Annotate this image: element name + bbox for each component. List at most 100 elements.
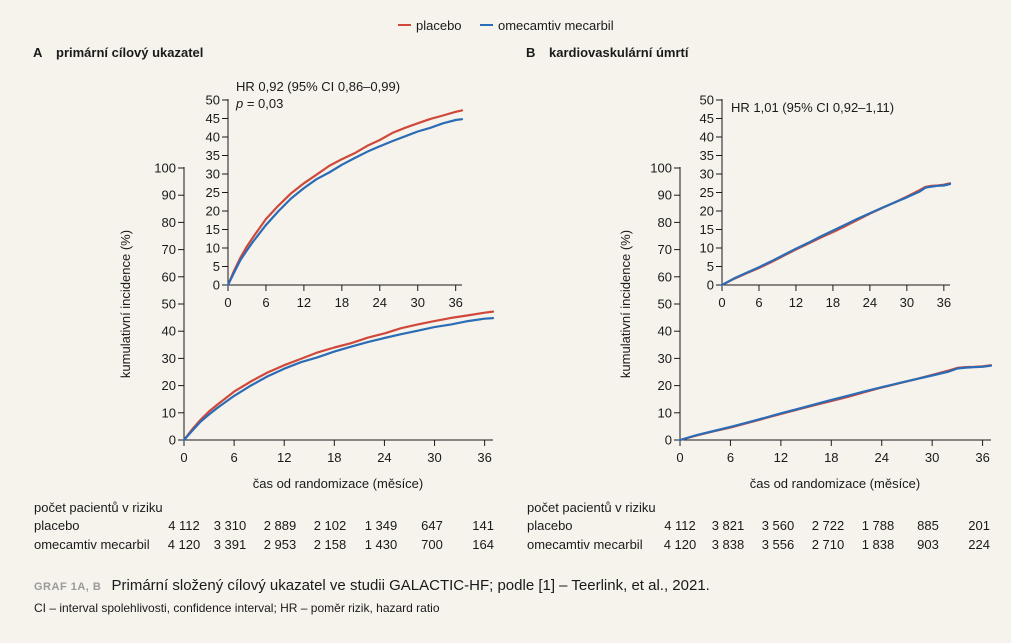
panel-a-main-x-tick-label: 18: [327, 450, 341, 465]
panel-b-main-x-tick-label: 24: [874, 450, 888, 465]
panel-a-inset-y-tick-label: 45: [206, 111, 220, 126]
panel-a-at-risk-value: 4 112: [168, 518, 200, 533]
panel-b-main-y-tick-label: 0: [665, 433, 672, 448]
panel-a-at-risk-label: placebo: [34, 518, 80, 533]
panel-b-main-y-tick-label: 90: [658, 188, 672, 203]
panel-b-at-risk-value: 903: [917, 537, 939, 552]
panel-a-at-risk-value: 2 158: [314, 537, 347, 552]
panel-b-at-risk-value: 4 120: [664, 537, 697, 552]
legend-label: placebo: [416, 18, 462, 33]
legend-label: omecamtiv mecarbil: [498, 18, 614, 33]
panel-a-inset-y-tick-label: 15: [206, 222, 220, 237]
panel-a-inset-series-placebo: [226, 109, 464, 287]
panel-b-inset-y-tick-label: 10: [700, 241, 714, 256]
panel-a-main-x-tick-label: 24: [377, 450, 391, 465]
panel-a-at-risk-value: 4 120: [168, 537, 201, 552]
panel-b-inset-y-tick-label: 35: [700, 148, 714, 163]
panel-a-main-series-placebo: [182, 310, 495, 442]
panel-b-at-risk-value: 885: [917, 518, 939, 533]
panel-a-at-risk-heading: počet pacientů v riziku: [34, 500, 163, 515]
panel-a-inset-x-tick-label: 6: [262, 295, 269, 310]
panel-a-main-y-tick-label: 60: [162, 269, 176, 284]
panel-b-x-label: čas od randomizace (měsíce): [750, 476, 921, 491]
panel-a-inset-y-tick-label: 35: [206, 148, 220, 163]
panel-b-main-x-tick-label: 18: [824, 450, 838, 465]
panel-a-y-label: kumulativní incidence (%): [118, 230, 133, 378]
caption-note: CI – interval spolehlivosti, confidence …: [34, 601, 440, 615]
panel-b-main-y-tick-label: 100: [650, 161, 672, 176]
panel-a-main-y-tick-label: 0: [169, 433, 176, 448]
panel-b-main-y-tick-label: 40: [658, 324, 672, 339]
panel-a-main-y-tick-label: 30: [162, 351, 176, 366]
panel-a-at-risk-value: 1 430: [365, 537, 398, 552]
panel-b-y-label: kumulativní incidence (%): [618, 230, 633, 378]
panel-a-main-y-tick-label: 20: [162, 378, 176, 393]
panel-a-inset-series-omecamtiv: [226, 118, 464, 287]
panel-b-inset-y-tick-label: 15: [700, 222, 714, 237]
caption-text: Primární složený cílový ukazatel ve stud…: [111, 577, 710, 594]
panel-a-inset-x-tick-label: 0: [224, 295, 231, 310]
panel-b-main-x-tick-label: 30: [925, 450, 939, 465]
panel-b-main-y-tick-label: 10: [658, 405, 672, 420]
panel-a-at-risk-value: 3 391: [214, 537, 247, 552]
panel-b-inset-y-tick-label: 50: [700, 93, 714, 108]
panel-b-annotation-hr: HR 1,01 (95% CI 0,92–1,11): [731, 100, 894, 115]
panel-a-main-y-tick-label: 10: [162, 405, 176, 420]
panel-a-at-risk-value: 2 102: [314, 518, 347, 533]
panel-a-annotation-p: p = 0,03: [235, 96, 283, 111]
panel-a-main-x-tick-label: 30: [427, 450, 441, 465]
panel-a-inset-y-tick-label: 25: [206, 185, 220, 200]
panel-a-inset-y-tick-label: 20: [206, 204, 220, 219]
panel-b-main-x-tick-label: 36: [975, 450, 989, 465]
panel-b-inset-x-tick-label: 18: [826, 295, 840, 310]
panel-b-main-x-tick-label: 12: [774, 450, 788, 465]
panel-a-main-x-tick-label: 0: [180, 450, 187, 465]
panel-b-inset-y-tick-label: 0: [707, 278, 714, 293]
panel-a-main-y-tick-label: 70: [162, 242, 176, 257]
panel-b-main-y-tick-label: 30: [658, 351, 672, 366]
panel-b-inset-y-tick-label: 30: [700, 167, 714, 182]
panel-b-main-x-tick-label: 0: [676, 450, 683, 465]
panel-a-main-series-omecamtiv: [182, 317, 495, 442]
panel-b-at-risk-value: 3 821: [712, 518, 745, 533]
panel-a-at-risk-value: 2 889: [264, 518, 297, 533]
panel-a-at-risk-value: 700: [421, 537, 443, 552]
panel-a-inset-y-tick-label: 50: [206, 93, 220, 108]
panel-a-letter: A: [33, 45, 43, 60]
figure-caption: GRAF 1A, B Primární složený cílový ukaza…: [34, 577, 710, 594]
panel-a-inset-x-tick-label: 24: [373, 295, 387, 310]
panel-b-inset-x-tick-label: 0: [718, 295, 725, 310]
panel-b-at-risk-value: 3 560: [762, 518, 795, 533]
panel-b-main-x-tick-label: 6: [727, 450, 734, 465]
panel-a-main-x-tick-label: 6: [230, 450, 237, 465]
panel-b-at-risk-label: placebo: [527, 518, 573, 533]
panel-b-at-risk-value: 2 710: [812, 537, 845, 552]
panel-a-inset-y-tick-label: 40: [206, 130, 220, 145]
panel-b-main-y-tick-label: 70: [658, 242, 672, 257]
panel-a-annotation-hr: HR 0,92 (95% CI 0,86–0,99): [236, 79, 400, 94]
panel-a-inset-x-tick-label: 12: [297, 295, 311, 310]
panel-a-inset-x-tick-label: 18: [335, 295, 349, 310]
panel-b-main-y-tick-label: 80: [658, 215, 672, 230]
panel-a-inset-x-tick-label: 30: [410, 295, 424, 310]
panel-b-inset-series-placebo: [720, 182, 952, 287]
panel-a-main-y-tick-label: 100: [154, 161, 176, 176]
panel-a-main-x-tick-label: 36: [477, 450, 491, 465]
panel-b-at-risk-heading: počet pacientů v riziku: [527, 500, 656, 515]
panel-a-main-y-tick-label: 40: [162, 324, 176, 339]
panel-b-at-risk-value: 201: [968, 518, 990, 533]
panel-b-inset-x-tick-label: 24: [863, 295, 877, 310]
panel-a-main-x-tick-label: 12: [277, 450, 291, 465]
panel-b-at-risk-value: 1 838: [862, 537, 895, 552]
panel-b-inset-x-tick-label: 36: [937, 295, 951, 310]
panel-b-inset-x-tick-label: 6: [755, 295, 762, 310]
panel-a-inset-x-tick-label: 36: [448, 295, 462, 310]
panel-b-title: kardiovaskulární úmrtí: [549, 45, 689, 60]
panel-b-inset-y-tick-label: 5: [707, 259, 714, 274]
panel-a-at-risk-label: omecamtiv mecarbil: [34, 537, 150, 552]
panel-a-inset-y-tick-label: 5: [213, 259, 220, 274]
caption-label: GRAF 1A, B: [34, 581, 102, 593]
panel-b-main-y-tick-label: 20: [658, 378, 672, 393]
panel-a-at-risk-value: 141: [472, 518, 494, 533]
